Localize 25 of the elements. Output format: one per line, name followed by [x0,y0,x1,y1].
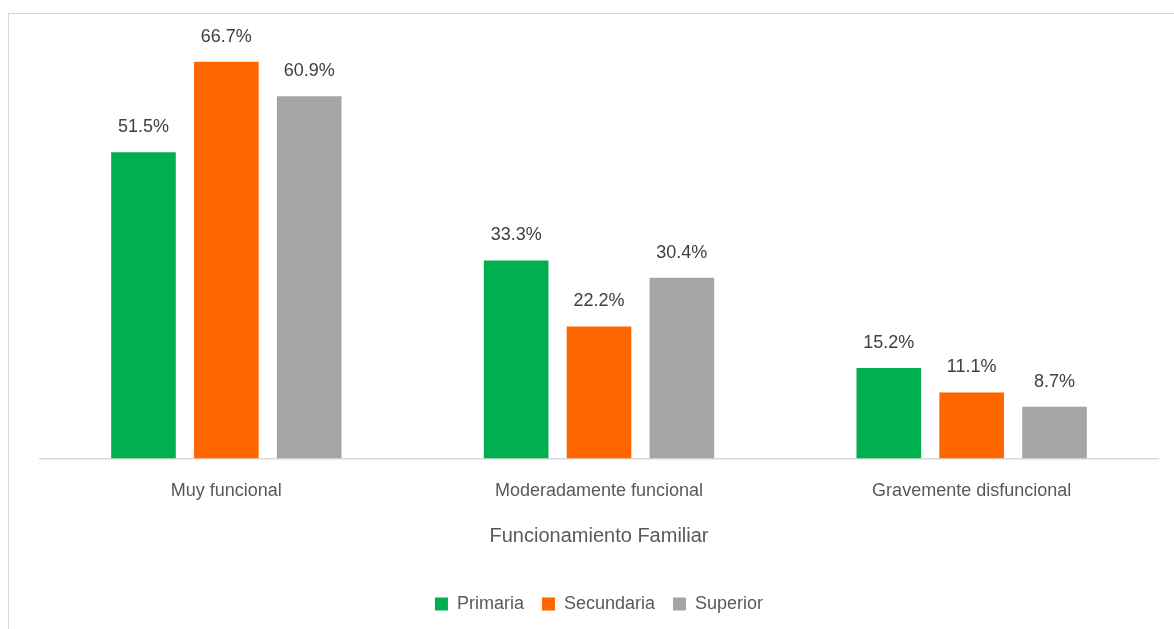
bar [1022,406,1087,459]
bar [566,326,632,459]
x-tick-label: Gravemente disfuncional [872,480,1072,501]
data-label: 51.5% [117,116,169,137]
data-label: 60.9% [283,60,335,81]
data-label: 33.3% [490,224,542,245]
bar [483,260,549,459]
legend-label: Primaria [456,592,525,613]
data-label: 22.2% [573,290,625,311]
x-tick-label: Muy funcional [170,480,282,501]
legend-label: Secundaria [563,592,657,613]
data-label: 8.7% [1034,370,1076,391]
legend-label: Superior [695,592,764,613]
data-label: 30.4% [656,241,708,262]
x-tick-label: Moderadamente funcional [494,480,704,501]
bar [649,277,715,459]
data-label: 66.7% [200,25,252,46]
x-axis-title: Funcionamiento Familiar [489,523,709,546]
bar [194,61,259,459]
bar [856,368,922,459]
bar [111,152,176,459]
data-label: 15.2% [863,332,915,352]
bar [276,96,342,459]
data-label: 11.1% [946,356,997,377]
bar [939,392,1004,459]
